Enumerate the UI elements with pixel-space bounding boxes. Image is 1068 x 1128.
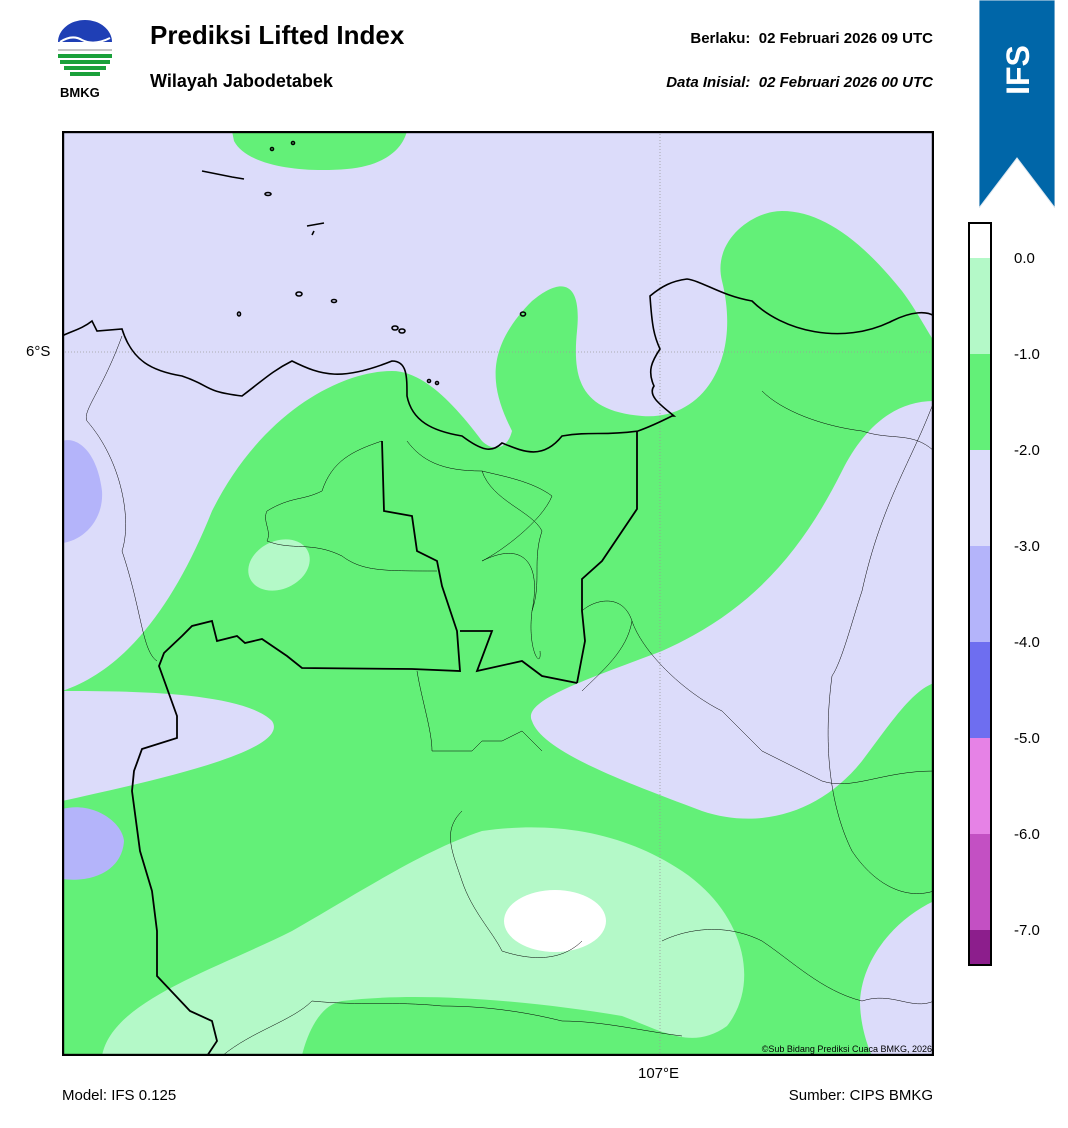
init-label: Data Inisial: — [666, 74, 751, 91]
colorbar-tick-label: 0.0 — [1014, 250, 1035, 267]
model-label: Model: IFS 0.125 — [62, 1087, 177, 1104]
islands — [201, 140, 527, 386]
valid-label: Berlaku: — [690, 30, 751, 47]
colorbar-bin-1-2 — [968, 354, 992, 450]
colorbar-tick-label: -5.0 — [1014, 730, 1040, 747]
li-region-2to3-south-east — [860, 901, 934, 1056]
colorbar-ticks — [990, 257, 992, 931]
colorbar-tick-label: -1.0 — [1014, 346, 1040, 363]
colorbar-tick-label: -2.0 — [1014, 442, 1040, 459]
li-region-0to1-south — [102, 827, 745, 1056]
colorbar-tick-label: -6.0 — [1014, 826, 1040, 843]
province-border — [131, 431, 638, 1056]
colorbar-tick-label: -7.0 — [1014, 922, 1040, 939]
lon-label: 107°E — [638, 1065, 680, 1082]
map-credit: ©Sub Bidang Prediksi Cuaca BMKG, 2026 — [761, 1044, 932, 1054]
li-region-1to2-north — [232, 131, 407, 171]
coastline — [62, 278, 934, 453]
colorbar-frame — [968, 222, 992, 966]
colorbar-tick-label: -4.0 — [1014, 634, 1040, 651]
li-region-positive — [504, 890, 606, 952]
valid-time: Berlaku: 02 Februari 2026 09 UTC — [690, 30, 933, 47]
colorbar-bin-lt7 — [968, 930, 992, 966]
page-subtitle: Wilayah Jabodetabek — [150, 71, 333, 91]
colorbar-bin-0-1 — [968, 258, 992, 354]
colorbar-bin-5-6 — [968, 738, 992, 834]
district-borders — [85, 335, 934, 1056]
bmkg-logo-icon — [58, 20, 112, 76]
colorbar-bin-3-4 — [968, 546, 992, 642]
colorbar-bin-6-7 — [968, 834, 992, 930]
colorbar-tick-label: -3.0 — [1014, 538, 1040, 555]
li-region-3to4-southwest — [62, 807, 124, 880]
map-frame — [62, 131, 934, 1056]
colorbar — [968, 222, 992, 966]
colorbar-bin-4-5 — [968, 642, 992, 738]
li-region-1to2-main — [62, 211, 934, 1056]
li-region-0to1-west — [248, 539, 310, 591]
colorbar-bin-gt0 — [968, 222, 992, 258]
lat-label: 6°S — [26, 343, 51, 360]
bmkg-logo — [52, 20, 118, 86]
valid-time-value: 02 Februari 2026 09 UTC — [758, 30, 933, 47]
init-time-value: 02 Februari 2026 00 UTC — [758, 74, 933, 91]
ifs-ribbon: IFS — [979, 0, 1055, 208]
ribbon-text: IFS — [1000, 45, 1036, 95]
li-region-3to4-west — [62, 440, 103, 543]
page-title: Prediksi Lifted Index — [150, 20, 405, 50]
map-panel — [62, 131, 934, 1056]
source-label: Sumber: CIPS BMKG — [788, 1087, 933, 1104]
init-time: Data Inisial: 02 Februari 2026 00 UTC — [666, 74, 933, 91]
logo-text: BMKG — [60, 85, 100, 100]
colorbar-bin-2-3 — [968, 450, 992, 546]
